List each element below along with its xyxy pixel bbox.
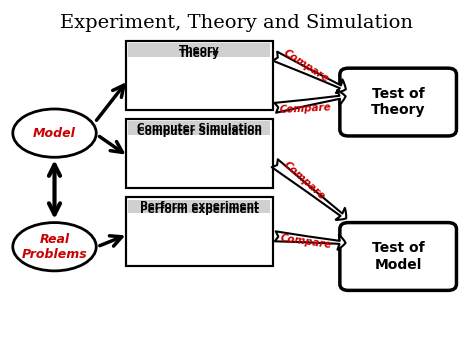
Text: Computer Simulation: Computer Simulation: [137, 123, 262, 133]
Text: Perform experiment: Perform experiment: [139, 205, 259, 215]
Text: Compare: Compare: [279, 234, 332, 251]
Text: Compare: Compare: [282, 160, 328, 202]
Text: Compare: Compare: [280, 102, 332, 115]
Text: Test of
Model: Test of Model: [372, 241, 425, 272]
FancyBboxPatch shape: [126, 197, 273, 266]
FancyBboxPatch shape: [128, 121, 270, 135]
Text: Computer Simulation: Computer Simulation: [137, 127, 262, 137]
Text: Theory: Theory: [179, 49, 219, 59]
FancyBboxPatch shape: [126, 119, 273, 188]
Text: Test of
Theory: Test of Theory: [371, 87, 425, 117]
Text: Real
Problems: Real Problems: [22, 233, 87, 261]
Text: Perform experiment: Perform experiment: [139, 201, 259, 211]
Text: Experiment, Theory and Simulation: Experiment, Theory and Simulation: [61, 14, 413, 32]
Ellipse shape: [13, 223, 96, 271]
Text: Compare: Compare: [281, 47, 330, 84]
FancyBboxPatch shape: [340, 68, 456, 136]
FancyBboxPatch shape: [126, 41, 273, 110]
Text: Theory: Theory: [179, 45, 219, 55]
Text: Model: Model: [33, 127, 76, 140]
FancyBboxPatch shape: [128, 200, 270, 213]
Ellipse shape: [13, 109, 96, 157]
FancyBboxPatch shape: [128, 43, 270, 57]
FancyBboxPatch shape: [340, 223, 456, 290]
